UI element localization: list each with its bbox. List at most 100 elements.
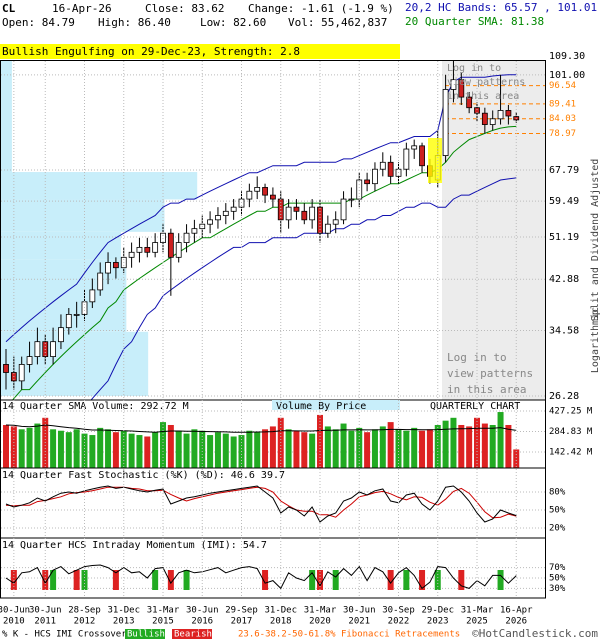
x-tick-label: 31-Dec <box>264 606 297 616</box>
volume-bar <box>26 427 33 468</box>
volume-by-price-bar <box>1 172 198 200</box>
volume-sma-value: 292.72 <box>140 401 176 412</box>
volume-bar <box>246 430 253 468</box>
crossover-bar <box>332 570 339 590</box>
stochastic-k-line <box>5 485 517 523</box>
volume-bar <box>466 426 473 468</box>
d-value: 39.7 <box>261 470 285 481</box>
bullish-label: Bullish <box>127 630 165 640</box>
candle-body <box>332 219 339 225</box>
volume-bar <box>199 430 206 468</box>
volume-bar <box>50 429 57 468</box>
candle-body <box>379 161 386 170</box>
volume-bar <box>167 424 174 468</box>
pattern-highlight <box>428 138 442 183</box>
candle-body <box>348 198 355 201</box>
volume-bar <box>317 414 323 468</box>
fib-label: 84.03 <box>549 114 576 124</box>
open: Open: 84.79 <box>2 16 75 29</box>
x-tick-label: 2013 <box>113 617 135 627</box>
x-tick-label: 29-Dec <box>421 606 454 616</box>
banner-bg <box>0 44 400 59</box>
login-note: view patterns <box>447 77 525 88</box>
candle-body <box>152 242 159 253</box>
candle-body <box>324 223 331 234</box>
login-note: Log in to <box>447 351 507 364</box>
candle-body <box>105 262 111 274</box>
volume-bar <box>371 429 378 468</box>
credit: ©HotCandlestick.com <box>472 627 598 640</box>
volume-bar <box>348 430 355 468</box>
x-tick-label: 28-Sep <box>68 606 101 616</box>
x-tick-label: 30-Jun <box>0 606 30 616</box>
candle-body <box>34 341 41 357</box>
x-tick-label: 30-Jun <box>29 606 62 616</box>
volume-by-price-bar <box>1 199 165 232</box>
volume-bar <box>434 424 441 468</box>
crossover-bar <box>309 570 316 590</box>
volume-bar <box>254 432 261 468</box>
crossover-bar <box>183 570 190 590</box>
crossover-bar <box>167 570 174 590</box>
low: Low: 82.60 <box>200 16 266 29</box>
volume-bar <box>97 427 104 468</box>
side-label: Logarithmic <box>590 307 600 373</box>
volume-bar <box>183 433 190 468</box>
sma-label: 20 Quarter SMA: <box>405 15 504 28</box>
fib-label: 78.97 <box>549 129 576 139</box>
crossover-bar <box>152 570 159 590</box>
login-note: Log in to <box>447 63 501 74</box>
volume-bar <box>81 433 88 468</box>
volume-bar <box>356 427 363 468</box>
candle-body <box>458 79 465 98</box>
candle-body <box>301 210 308 221</box>
volume-bar <box>497 412 504 468</box>
volume-plot <box>1 410 545 468</box>
volume-bar <box>285 429 292 468</box>
fib-label: 89.41 <box>549 99 576 109</box>
volume-bar <box>57 430 64 468</box>
volume-bar <box>136 435 143 468</box>
volume-label: 14 Quarter SMA Volume: 292.72 M <box>2 401 189 412</box>
candle-body <box>411 145 418 150</box>
stochastic-d-line <box>5 486 517 519</box>
chart-label: QUARTERLY CHART <box>430 401 520 412</box>
y-tick-label: 59.49 <box>549 196 579 207</box>
x-tick-label: 2010 <box>3 617 25 627</box>
login-note: in this area <box>447 91 519 102</box>
candle-body <box>497 110 504 120</box>
candle-body <box>65 313 72 329</box>
volume-bar <box>403 430 410 468</box>
volume-bar <box>120 430 127 468</box>
symbol: CL <box>2 2 16 15</box>
candle-body <box>269 194 276 200</box>
candle-body <box>18 364 25 382</box>
bullish-key <box>125 629 165 639</box>
imi-line <box>5 564 517 590</box>
y-tick-label: 109.30 <box>549 51 585 62</box>
volume-bar <box>128 433 135 468</box>
crossover-bar <box>419 570 426 590</box>
candle-body <box>136 246 143 253</box>
login-note: in this area <box>447 383 526 396</box>
candle-body <box>230 206 237 212</box>
volume-bar <box>144 436 151 468</box>
x-tick-label: 30-Jun <box>343 606 376 616</box>
y-tick-label: 67.79 <box>549 165 579 176</box>
volume-bar <box>332 429 339 468</box>
volume-bar <box>387 422 394 468</box>
x-tick-label: 30-Sep <box>382 606 415 616</box>
candle-body <box>128 251 135 258</box>
candle-body <box>222 210 229 216</box>
candle-body <box>58 327 64 343</box>
x-tick-label: 2020 <box>309 617 331 627</box>
candle-body <box>364 179 371 185</box>
volume-bar <box>489 424 496 468</box>
y-tick-label: 80% <box>549 488 566 498</box>
imi-title: 14 Quarter HCS Intraday Momentum (IMI): <box>2 540 237 551</box>
high: High: 86.40 <box>98 16 171 29</box>
bearish-key <box>172 629 212 639</box>
candle-body <box>50 341 56 357</box>
candle-body <box>442 89 449 156</box>
volume-bar <box>152 432 159 468</box>
